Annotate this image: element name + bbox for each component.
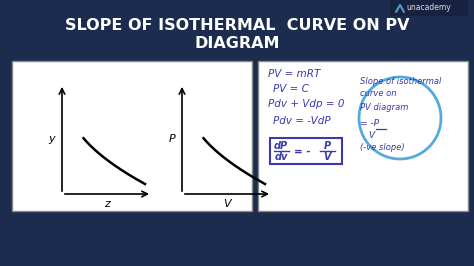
- FancyBboxPatch shape: [390, 0, 468, 16]
- Text: PV = C: PV = C: [273, 84, 309, 94]
- Bar: [258, 61, 468, 211]
- Text: Slope of isothermal: Slope of isothermal: [360, 77, 441, 85]
- Text: P: P: [323, 141, 330, 151]
- Text: z: z: [104, 199, 110, 209]
- Text: P: P: [169, 134, 175, 144]
- Text: V: V: [323, 152, 331, 162]
- Text: Pdv = -VdP: Pdv = -VdP: [273, 116, 331, 126]
- Text: V: V: [223, 199, 231, 209]
- Text: = -P: = -P: [360, 118, 379, 127]
- Text: PV = mRT: PV = mRT: [268, 69, 320, 79]
- Text: y: y: [49, 134, 55, 144]
- Text: dv: dv: [274, 152, 288, 162]
- Text: curve on: curve on: [360, 89, 396, 98]
- Text: (-ve slope): (-ve slope): [360, 143, 405, 152]
- Text: DIAGRAM: DIAGRAM: [194, 36, 280, 52]
- Text: V: V: [368, 131, 374, 139]
- Bar: [12, 61, 252, 211]
- Text: SLOPE OF ISOTHERMAL  CURVE ON PV: SLOPE OF ISOTHERMAL CURVE ON PV: [65, 19, 409, 34]
- Text: PV diagram: PV diagram: [360, 102, 409, 111]
- Text: Pdv + Vdp = 0: Pdv + Vdp = 0: [268, 99, 345, 109]
- Text: unacademy: unacademy: [406, 3, 451, 13]
- Text: = -: = -: [294, 147, 310, 157]
- Text: dP: dP: [274, 141, 288, 151]
- Bar: [270, 138, 342, 164]
